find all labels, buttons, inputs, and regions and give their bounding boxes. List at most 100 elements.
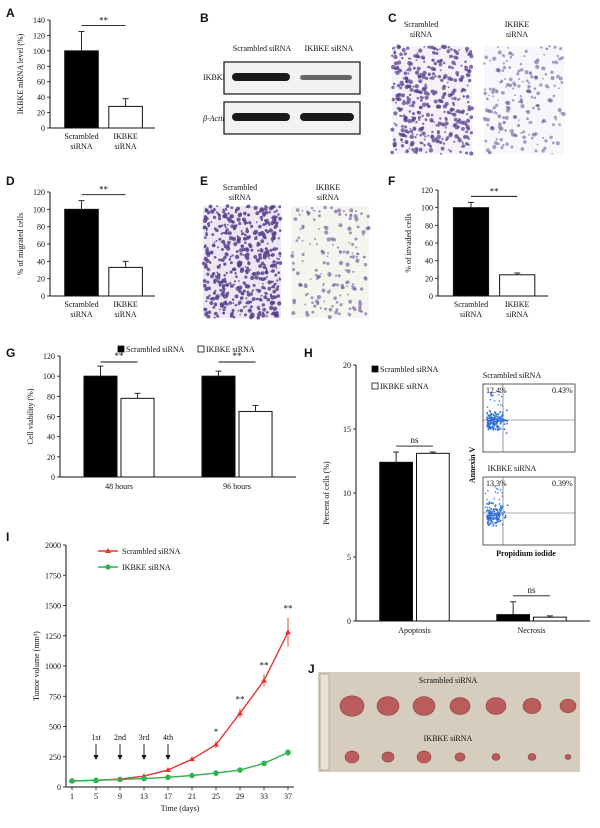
stained-cell [256,259,260,263]
chart-h-legend-label: IKBKE siRNA [380,382,429,391]
flow-event [499,391,502,394]
flow-event [495,415,498,417]
chart-a-sig-label: ** [99,16,109,26]
stained-cell [509,128,514,134]
stained-cell [292,267,296,272]
stained-cell [488,94,490,97]
chart-h-ytick-label: 5 [347,553,351,562]
flow-event [494,512,497,515]
stained-cell [323,300,326,303]
stained-cell [340,283,345,288]
stained-cell [226,223,229,226]
chart-h-apoptosis: 0 5 10 15 20 Percent of cells (%) ns Apoptosis n… [322,361,590,635]
stained-cell [453,122,458,127]
stained-cell [442,84,446,88]
stained-cell [409,57,412,60]
stained-cell [441,86,446,91]
stained-cell [219,288,223,292]
stained-cell [274,224,279,228]
stained-cell [213,227,217,231]
flow-event [493,497,496,500]
stained-cell [450,48,453,51]
stained-cell [295,271,300,276]
stained-cell [531,132,536,137]
stained-cell [536,91,541,96]
stained-cell [408,93,412,97]
stained-cell [354,217,359,222]
stained-cell [551,153,553,155]
flow-event [496,429,499,431]
stained-cell [234,272,237,275]
chart-h-bar [379,461,413,622]
stained-cell [216,279,220,284]
stained-cell [489,109,494,114]
stained-cell [225,204,230,208]
flow-event [484,492,487,495]
flow-event [500,417,502,420]
stained-cell [262,223,266,227]
stained-cell [499,126,504,131]
stained-cell [241,217,246,222]
stained-cell [353,288,357,291]
flow-event [486,498,488,501]
flow-event [487,522,489,524]
flow-event [501,491,504,494]
stained-cell [245,305,248,308]
stained-cell [469,115,474,120]
stained-cell [444,121,449,126]
flow-event [494,411,497,414]
flow-bottom-q2: 0.39% [552,479,573,488]
stained-cell [206,247,209,249]
stained-cell [453,96,457,101]
flow-event [492,413,495,416]
flow-event [500,403,502,406]
stained-cell [351,252,354,254]
stained-cell [497,46,500,49]
stained-cell [409,129,414,133]
stained-cell [453,55,458,60]
stained-cell [363,263,368,267]
flow-event [487,510,490,512]
stained-cell [256,271,261,276]
stained-cell [209,301,214,305]
stained-cell [457,138,462,143]
stained-cell [258,209,263,213]
stained-cell [391,97,396,102]
stained-cell [423,90,428,96]
stained-cell [413,128,417,131]
stained-cell [393,46,396,49]
stained-cell [339,294,342,297]
stained-cell [348,299,353,304]
stained-cell [430,76,435,80]
flow-event [492,509,494,512]
chart-g-viability: 0 20 40 60 80 100 120 Cell viability (%) ** 48 ho… [26,345,296,491]
stained-cell [358,301,363,307]
stained-cell [205,233,209,237]
stained-cell [441,137,444,141]
stained-cell [201,261,206,266]
stained-cell [358,305,362,310]
stained-cell [249,224,254,229]
stained-cell [461,87,465,92]
stained-cell [271,240,274,243]
chart-d-ytick-label: 80 [37,223,45,232]
tumor [376,696,400,716]
stained-cell [505,60,508,63]
stained-cell [303,283,308,289]
panel-label-b: B [200,11,209,25]
stained-cell [498,122,502,126]
stained-cell [326,262,330,266]
flow-event [500,512,503,515]
stained-cell [439,140,443,145]
stained-cell [267,286,272,291]
chart-h-ytick-label: 20 [343,361,351,370]
stained-cell [395,123,398,127]
stained-cell [205,248,210,252]
stained-cell [345,250,350,255]
stained-cell [436,131,440,135]
stained-cell [262,265,267,270]
chart-i-legend-label: Scrambled siRNA [122,547,181,556]
stained-cell [338,223,343,228]
stained-cell [259,248,264,253]
stained-cell [240,244,244,248]
